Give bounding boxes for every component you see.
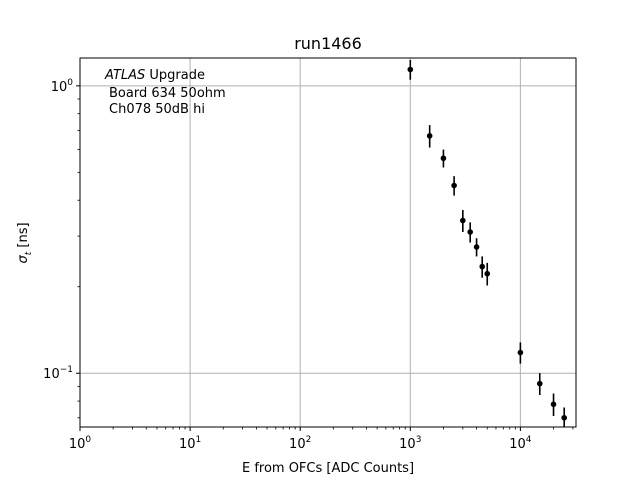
- plot-frame: [79, 57, 577, 428]
- major-ticks: [76, 85, 521, 431]
- data-point: [561, 414, 567, 421]
- data-point: [451, 182, 457, 189]
- x-tick-label-1-base: 10: [179, 437, 196, 452]
- data-points: [407, 60, 567, 427]
- annotation-channel: Ch078 50dB hi: [109, 102, 205, 117]
- data-point: [467, 229, 473, 235]
- x-tick-label-3-exponent: 3: [416, 435, 422, 445]
- y-tick-label-0-base: 10: [43, 367, 60, 382]
- annotation-board: Board 634 50ohm: [109, 86, 226, 101]
- annotation-atlas-line: ATLAS Upgrade: [104, 68, 205, 83]
- x-tick-label-1-exponent: 1: [196, 435, 202, 445]
- chart-title: run1466: [294, 34, 362, 53]
- data-point: [440, 155, 447, 162]
- grid: [80, 58, 576, 427]
- x-tick-label-2-base: 10: [289, 437, 306, 452]
- x-tick-label-0: 100: [69, 435, 92, 452]
- annotation-upgrade: Upgrade: [145, 68, 205, 83]
- y-axis-label-symbol: σ: [16, 255, 31, 264]
- data-point: [479, 263, 486, 270]
- x-tick-label-2-exponent: 2: [306, 435, 312, 445]
- annotation-atlas: ATLAS: [104, 68, 145, 83]
- y-axis-label-subscript: t: [24, 251, 34, 255]
- y-tick-label-0-exponent: −1: [60, 365, 73, 375]
- y-tick-label-1-exponent: 0: [67, 78, 73, 88]
- data-point: [473, 244, 480, 250]
- x-tick-label-0-exponent: 0: [85, 435, 91, 445]
- data-point: [536, 380, 543, 387]
- x-tick-label-4-exponent: 4: [526, 435, 532, 445]
- x-tick-label-2: 102: [289, 435, 311, 452]
- data-point: [484, 270, 491, 277]
- y-tick-label-0: 10−1: [43, 365, 73, 382]
- x-axis-label: E from OFCs [ADC Counts]: [242, 461, 414, 476]
- data-point: [517, 349, 524, 356]
- data-point: [426, 133, 433, 139]
- x-tick-label-1: 101: [179, 435, 201, 452]
- x-tick-label-3-base: 10: [399, 437, 416, 452]
- x-tick-label-3: 103: [399, 435, 421, 452]
- x-tick-label-4: 104: [509, 435, 532, 452]
- y-tick-label-1-base: 10: [51, 80, 68, 95]
- y-tick-label-1: 100: [51, 78, 74, 95]
- y-axis-label-unit: [ns]: [16, 222, 31, 251]
- data-point: [407, 66, 414, 73]
- x-tick-label-0-base: 10: [69, 437, 86, 452]
- x-tick-label-4-base: 10: [509, 437, 526, 452]
- data-point: [460, 217, 466, 224]
- y-axis-label: σt [ns]: [16, 222, 34, 263]
- data-point: [550, 401, 557, 408]
